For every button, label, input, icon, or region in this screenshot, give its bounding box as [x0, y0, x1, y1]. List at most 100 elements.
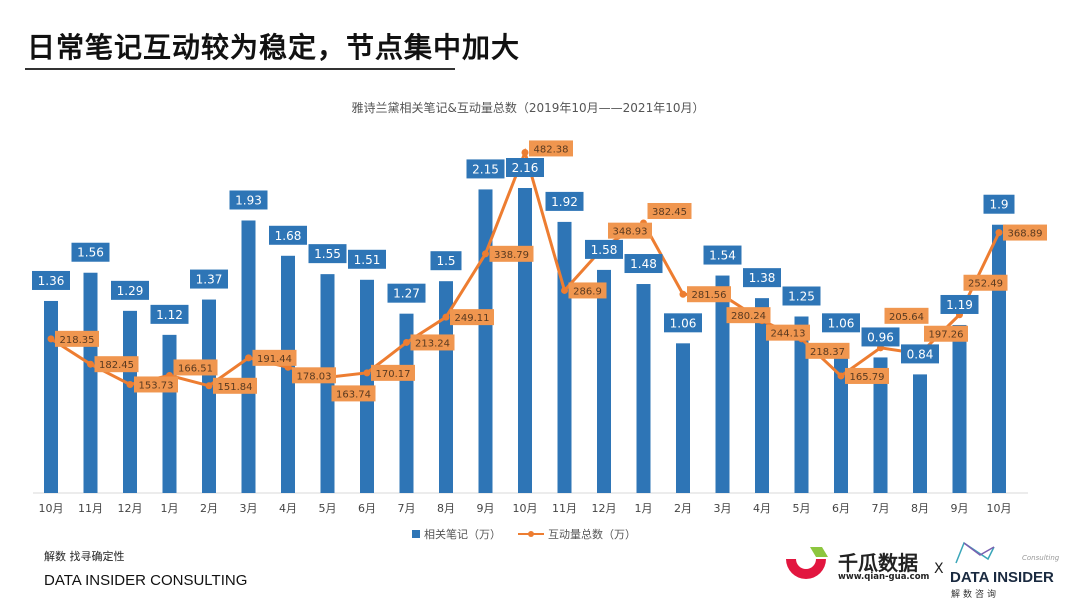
x-tick-label: 12月 [118, 502, 143, 515]
svg-text:1.27: 1.27 [393, 287, 420, 301]
svg-text:1.92: 1.92 [551, 195, 578, 209]
bar [597, 269, 611, 493]
bar [478, 189, 493, 494]
bar [439, 281, 453, 493]
svg-text:1.93: 1.93 [235, 193, 262, 207]
svg-text:281.56: 281.56 [692, 290, 727, 301]
legend-bar-label: 相关笔记（万） [424, 527, 501, 541]
bar-data-label: 1.54 [703, 245, 742, 265]
legend-line-marker [528, 531, 534, 537]
bar-data-label: 2.16 [506, 158, 544, 178]
bar-data-label: 1.5 [430, 251, 462, 271]
x-tick-label: 5月 [793, 502, 811, 515]
line-data-label: 280.24 [726, 307, 771, 324]
x-tick-label: 10月 [39, 502, 64, 515]
svg-text:1.5: 1.5 [436, 254, 455, 268]
line-data-label: 252.49 [963, 274, 1008, 291]
bar-data-label: 0.96 [861, 327, 900, 347]
bar-data-label: 1.48 [624, 254, 663, 274]
bar [162, 334, 177, 493]
svg-text:191.44: 191.44 [257, 354, 292, 365]
bar [320, 274, 335, 493]
svg-text:338.79: 338.79 [494, 250, 529, 261]
svg-text:1.55: 1.55 [314, 247, 341, 261]
svg-text:1.19: 1.19 [946, 298, 973, 312]
line-point [205, 382, 213, 390]
qiangua-name: 千瓜数据 [838, 551, 918, 575]
bar-data-label: 1.58 [585, 239, 623, 259]
svg-text:165.79: 165.79 [850, 372, 885, 383]
datainsider-name: DATA INSIDER [950, 569, 1054, 586]
bar [913, 374, 927, 493]
svg-text:151.84: 151.84 [218, 382, 253, 393]
line-point [442, 313, 450, 321]
bar [992, 224, 1006, 493]
line-point [403, 338, 410, 346]
x-tick-label: 2月 [200, 502, 218, 515]
line-point [245, 354, 252, 362]
line-data-label: 213.24 [410, 334, 455, 351]
datainsider-cn: 解数咨询 [951, 590, 1000, 600]
svg-text:182.45: 182.45 [99, 360, 134, 371]
x-tick-label: 3月 [240, 502, 258, 515]
line-point [561, 286, 568, 294]
line-data-label: 244.13 [766, 324, 810, 341]
bar-data-label: 1.51 [348, 249, 386, 269]
line-data-label: 281.56 [687, 286, 731, 303]
legend-line-label: 互动量总数（万） [548, 527, 636, 541]
svg-text:244.13: 244.13 [771, 329, 806, 340]
page-heading: 日常笔记互动较为稳定，节点集中加大 [27, 31, 521, 64]
line-data-label: 249.11 [450, 309, 494, 326]
x-tick-label: 5月 [319, 502, 337, 515]
bar [715, 275, 730, 493]
svg-text:1.12: 1.12 [156, 308, 183, 322]
line-data-label: 166.51 [173, 359, 218, 376]
svg-text:368.89: 368.89 [1008, 229, 1043, 240]
svg-text:382.45: 382.45 [652, 207, 687, 218]
line-data-label: 205.64 [884, 307, 929, 324]
line-data-label: 170.17 [371, 364, 415, 381]
footer-brand: DATA INSIDER CONSULTING [44, 572, 248, 589]
line-point [679, 290, 687, 298]
line-data-label: 165.79 [845, 367, 889, 384]
footer-slogan: 解数 找寻确定性 [44, 550, 125, 563]
svg-text:205.64: 205.64 [889, 312, 924, 323]
svg-text:218.35: 218.35 [60, 335, 95, 346]
bar-data-label: 1.06 [822, 313, 860, 333]
bar-data-label: 1.93 [229, 190, 268, 210]
bar [834, 343, 848, 493]
svg-text:482.38: 482.38 [534, 144, 569, 155]
line-point [995, 229, 1003, 237]
datainsider-logo-icon [955, 541, 995, 564]
bar-data-label: 0.84 [901, 344, 939, 364]
qiangua-url: www.qian-gua.com [838, 572, 930, 582]
legend-bar-swatch [412, 530, 420, 538]
svg-text:1.58: 1.58 [591, 243, 618, 257]
line-point [363, 369, 371, 377]
bar [44, 300, 58, 493]
svg-text:1.29: 1.29 [117, 284, 144, 298]
svg-text:170.17: 170.17 [376, 369, 411, 380]
bar [202, 299, 216, 493]
legend: 相关笔记（万） 互动量总数（万） [412, 527, 636, 541]
line-point [837, 372, 845, 380]
svg-text:0.96: 0.96 [867, 330, 894, 344]
line-point [47, 335, 55, 343]
bar-data-label: 1.37 [190, 269, 228, 289]
bar-data-label: 1.68 [269, 225, 307, 245]
x-tick-label: 8月 [437, 502, 455, 515]
svg-text:1.9: 1.9 [989, 198, 1008, 212]
svg-text:197.26: 197.26 [929, 330, 964, 341]
bar [636, 284, 651, 493]
svg-text:218.37: 218.37 [810, 347, 845, 358]
bar [557, 221, 572, 493]
x-tick-label: 8月 [911, 502, 929, 515]
line-data-label: 368.89 [1003, 224, 1047, 241]
line-data-label: 151.84 [213, 377, 257, 394]
x-tick-label: 10月 [513, 502, 538, 515]
x-tick-label: 6月 [832, 502, 850, 515]
line-data-label: 197.26 [924, 325, 968, 342]
line-data-label: 182.45 [94, 356, 139, 373]
x-tick-label: 7月 [872, 502, 890, 515]
